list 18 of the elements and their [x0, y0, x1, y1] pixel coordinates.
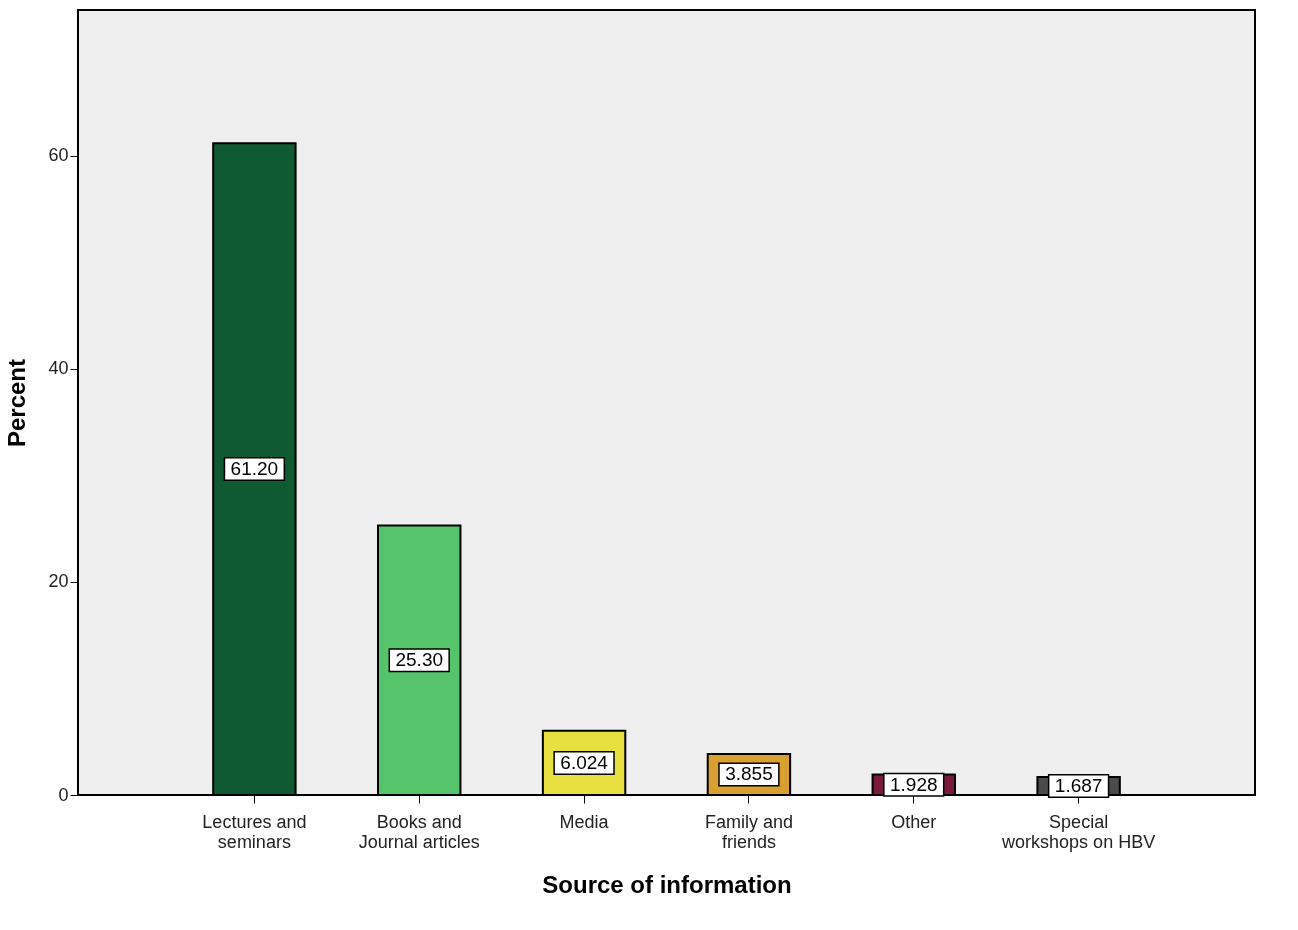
x-tick-label: Lectures and seminars [202, 811, 307, 852]
x-tick-label: Other [891, 811, 937, 832]
y-axis-title: Percent [3, 358, 31, 448]
x-tick-label: Special workshops on HBV [1001, 811, 1156, 852]
y-tick-label: 60 [48, 145, 69, 166]
data-label: 25.30 [395, 649, 443, 671]
data-label: 61.20 [230, 458, 279, 480]
x-axis-title: Source of information [542, 870, 792, 898]
data-label: 1.928 [890, 773, 938, 795]
data-label: 6.024 [560, 751, 609, 773]
x-tick-label: Family and friends [704, 811, 793, 852]
y-tick-label: 40 [48, 358, 69, 379]
x-tick-label: Media [559, 811, 610, 832]
data-label: 3.855 [725, 763, 773, 785]
y-tick-label: 0 [58, 784, 69, 805]
data-label: 1.687 [1054, 775, 1103, 797]
x-tick-label: Books and Journal articles [358, 811, 480, 852]
y-tick-label: 20 [48, 571, 69, 592]
